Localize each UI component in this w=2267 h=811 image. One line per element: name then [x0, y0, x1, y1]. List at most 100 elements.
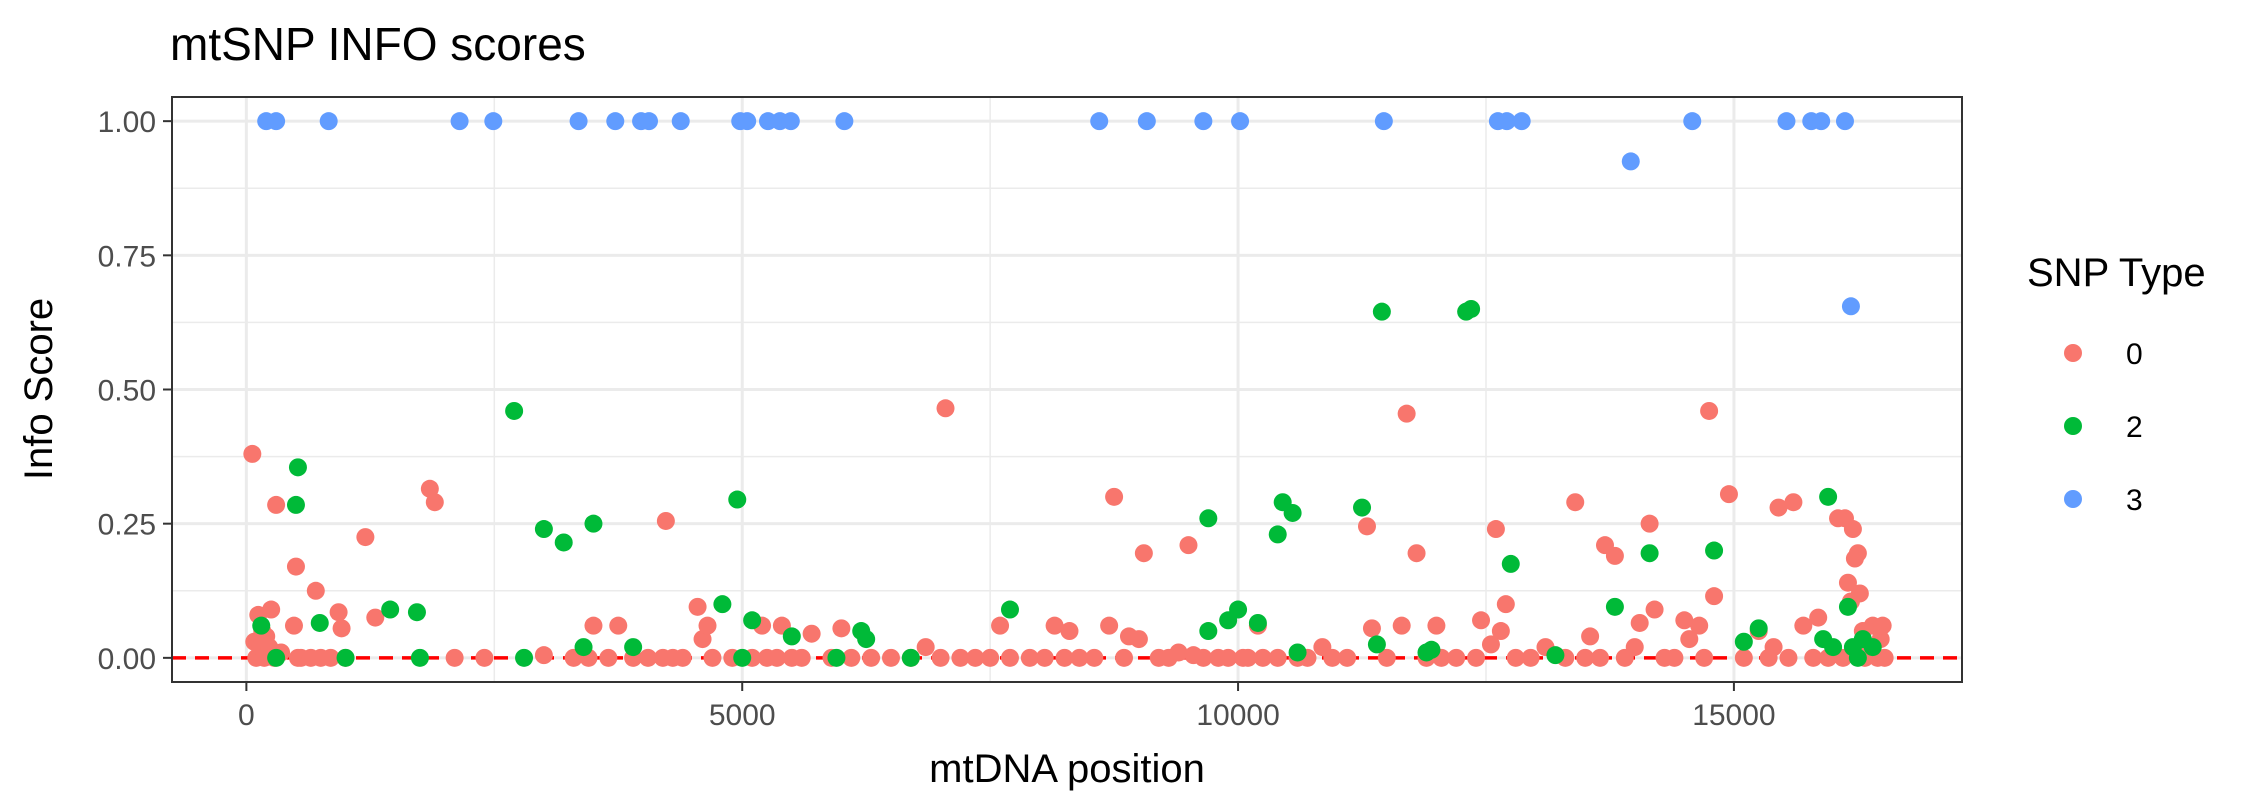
- data-point-type-2: [1288, 643, 1307, 662]
- data-point-type-0: [599, 648, 618, 667]
- legend-key-2: [2064, 417, 2082, 435]
- data-point-type-3: [1137, 112, 1156, 131]
- data-point-type-2: [713, 595, 732, 614]
- data-point-type-2: [554, 533, 573, 552]
- data-point-type-0: [1848, 544, 1867, 563]
- data-point-type-0: [286, 557, 305, 576]
- data-point-type-0: [1809, 608, 1828, 627]
- x-tick-label: 5000: [709, 699, 776, 732]
- data-point-type-0: [1020, 648, 1039, 667]
- data-point-type-0: [936, 399, 955, 418]
- data-point-type-3: [1841, 297, 1860, 316]
- data-point-type-0: [243, 444, 262, 463]
- data-point-type-0: [1486, 520, 1505, 539]
- data-point-type-0: [767, 648, 786, 667]
- data-point-type-2: [1199, 622, 1218, 641]
- data-point-type-0: [1491, 622, 1510, 641]
- data-point-type-0: [306, 581, 325, 600]
- data-point-type-0: [1665, 648, 1684, 667]
- legend: SNP Type 0 2 3: [2027, 251, 2206, 517]
- legend-title: SNP Type: [2027, 251, 2206, 295]
- data-point-type-2: [1734, 632, 1753, 651]
- data-point-type-0: [1625, 638, 1644, 657]
- data-point-type-2: [515, 648, 534, 667]
- data-point-type-0: [445, 648, 464, 667]
- data-point-type-0: [1843, 520, 1862, 539]
- data-point-type-0: [688, 597, 707, 616]
- data-point-type-0: [1115, 648, 1134, 667]
- data-point-type-0: [1323, 648, 1342, 667]
- data-point-type-0: [1794, 616, 1813, 635]
- data-point-type-2: [381, 600, 400, 619]
- data-point-type-3: [1621, 152, 1640, 171]
- data-point-type-0: [862, 648, 881, 667]
- data-point-type-0: [1407, 544, 1426, 563]
- data-point-type-0: [792, 648, 811, 667]
- data-point-type-2: [410, 648, 429, 667]
- data-point-type-0: [1481, 635, 1500, 654]
- data-point-type-0: [1397, 404, 1416, 423]
- legend-key-3: [2064, 490, 2082, 508]
- data-point-type-0: [1566, 493, 1585, 512]
- data-point-type-2: [827, 648, 846, 667]
- data-point-type-3: [1777, 112, 1796, 131]
- data-point-type-2: [1000, 600, 1019, 619]
- data-point-type-0: [1194, 648, 1213, 667]
- data-point-type-0: [916, 638, 935, 657]
- data-point-type-2: [407, 603, 426, 622]
- data-point-type-2: [1422, 640, 1441, 659]
- data-point-type-0: [584, 616, 603, 635]
- data-point-type-0: [609, 616, 628, 635]
- data-point-type-0: [1219, 648, 1238, 667]
- legend-label-2: 2: [2126, 411, 2143, 444]
- data-point-type-0: [1268, 648, 1287, 667]
- data-point-type-0: [1719, 485, 1738, 504]
- data-point-type-0: [1675, 611, 1694, 630]
- data-point-type-0: [1060, 622, 1079, 641]
- legend-key-0: [2064, 344, 2082, 362]
- data-point-type-2: [1838, 597, 1857, 616]
- data-point-type-2: [1199, 509, 1218, 528]
- data-point-type-0: [1000, 648, 1019, 667]
- data-point-type-0: [1581, 627, 1600, 646]
- data-point-type-0: [1045, 616, 1064, 635]
- data-point-type-3: [569, 112, 588, 131]
- data-point-type-3: [1231, 112, 1250, 131]
- data-point-type-0: [673, 648, 692, 667]
- data-point-type-0: [1357, 517, 1376, 536]
- data-point-type-3: [835, 112, 854, 131]
- data-point-type-0: [1640, 514, 1659, 533]
- data-point-type-3: [450, 112, 469, 131]
- data-point-type-3: [606, 112, 625, 131]
- data-point-type-0: [284, 616, 303, 635]
- data-point-type-2: [901, 648, 920, 667]
- data-point-type-2: [1848, 648, 1867, 667]
- data-point-type-2: [1824, 638, 1843, 657]
- data-point-type-0: [1253, 648, 1272, 667]
- data-point-type-3: [1683, 112, 1702, 131]
- data-point-type-2: [1705, 541, 1724, 560]
- data-point-type-3: [319, 112, 338, 131]
- data-point-type-3: [1512, 112, 1531, 131]
- data-point-type-0: [1695, 648, 1714, 667]
- data-point-type-2: [1640, 544, 1659, 563]
- y-tick-label: 0.50: [98, 375, 156, 408]
- data-point-type-0: [329, 603, 348, 622]
- legend-label-3: 3: [2126, 484, 2143, 517]
- data-point-type-0: [1784, 493, 1803, 512]
- data-point-type-3: [1374, 112, 1393, 131]
- data-point-type-0: [991, 616, 1010, 635]
- data-point-type-2: [584, 514, 603, 533]
- data-point-type-0: [366, 608, 385, 627]
- data-point-type-0: [881, 648, 900, 667]
- data-point-type-0: [1392, 616, 1411, 635]
- data-point-type-0: [1085, 648, 1104, 667]
- data-point-type-3: [671, 112, 690, 131]
- x-tick-label: 0: [238, 699, 255, 732]
- data-point-type-0: [639, 648, 658, 667]
- data-point-type-2: [743, 611, 762, 630]
- y-tick-label: 0.25: [98, 509, 156, 542]
- data-point-type-0: [1705, 587, 1724, 606]
- data-point-type-0: [1427, 616, 1446, 635]
- legend-label-0: 0: [2126, 338, 2143, 371]
